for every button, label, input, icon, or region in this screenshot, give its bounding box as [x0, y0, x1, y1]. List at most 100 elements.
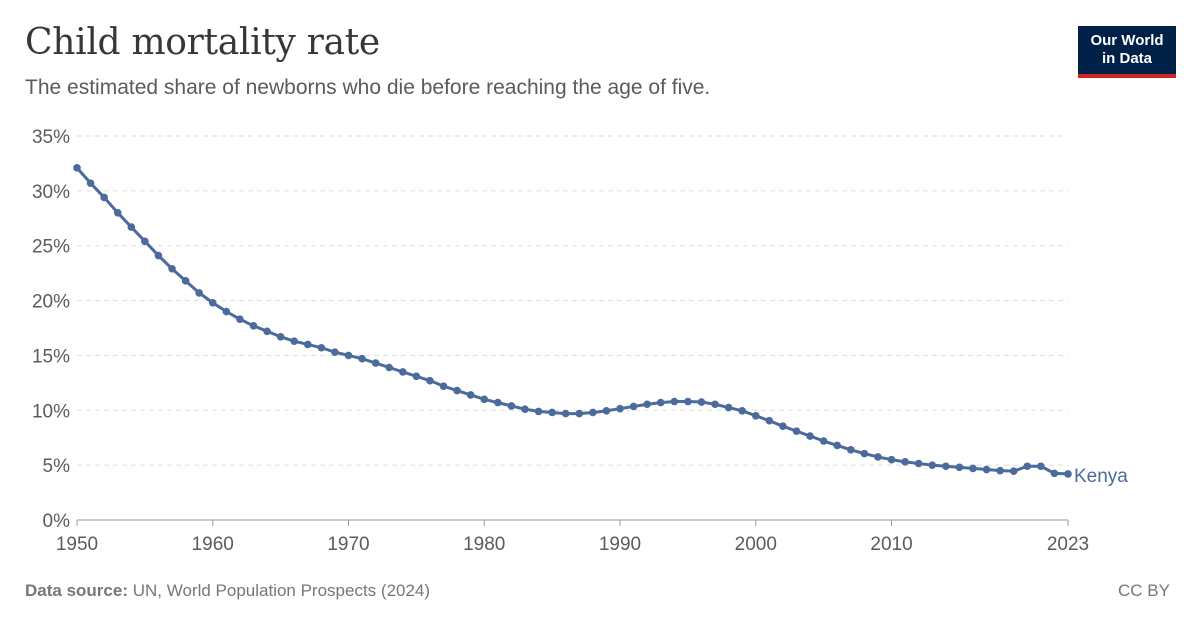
data-point[interactable] — [589, 408, 597, 417]
data-point[interactable] — [738, 407, 746, 415]
data-point[interactable] — [303, 340, 312, 349]
x-tick-label: 1970 — [327, 534, 369, 555]
data-point[interactable] — [181, 277, 190, 285]
data-point[interactable] — [236, 315, 244, 324]
y-tick-label: 10% — [32, 401, 70, 422]
x-axis-tick-labels: 1950 1960 1970 1980 1990 2000 2010 2023 — [56, 534, 1089, 555]
x-tick-label: 2010 — [870, 534, 912, 555]
data-point[interactable] — [358, 354, 366, 363]
data-point[interactable] — [195, 289, 203, 297]
data-point[interactable] — [385, 363, 394, 372]
data-point[interactable] — [711, 400, 719, 409]
data-point[interactable] — [1064, 470, 1072, 478]
data-point[interactable] — [670, 397, 679, 406]
data-point[interactable] — [656, 398, 665, 407]
data-point[interactable] — [127, 223, 136, 231]
data-point[interactable] — [575, 409, 584, 418]
data-point[interactable] — [73, 164, 81, 172]
data-point[interactable] — [426, 376, 434, 385]
y-tick-label: 5% — [43, 456, 71, 477]
data-point[interactable] — [765, 416, 774, 425]
data-point[interactable] — [942, 462, 950, 471]
data-point[interactable] — [290, 337, 299, 345]
data-point[interactable] — [331, 348, 339, 356]
data-point[interactable] — [466, 391, 475, 399]
x-tick-label: 2023 — [1047, 534, 1089, 555]
data-point[interactable] — [792, 427, 801, 435]
data-point[interactable] — [833, 441, 842, 450]
data-point[interactable] — [806, 432, 814, 440]
data-point[interactable] — [955, 463, 964, 472]
data-point[interactable] — [969, 464, 977, 473]
data-point[interactable] — [1009, 467, 1018, 475]
data-point[interactable] — [643, 400, 651, 409]
data-point[interactable] — [100, 193, 108, 202]
x-tick-label: 2000 — [735, 534, 777, 555]
data-point[interactable] — [819, 437, 828, 445]
data-point[interactable] — [222, 307, 231, 316]
data-point[interactable] — [1023, 462, 1032, 471]
y-tick-label: 0% — [43, 511, 71, 532]
data-point[interactable] — [317, 343, 326, 352]
data-point[interactable] — [1050, 469, 1059, 478]
data-point[interactable] — [548, 408, 556, 417]
data-point[interactable] — [208, 298, 217, 307]
data-point[interactable] — [453, 386, 461, 395]
data-point[interactable] — [629, 402, 638, 411]
y-axis-tick-labels: 0% 5% 10% 15% 20% 25% 30% 35% — [32, 127, 70, 532]
data-point[interactable] — [887, 455, 896, 464]
x-axis — [76, 519, 1069, 526]
data-point[interactable] — [168, 264, 176, 273]
logo-line-2: in Data — [1101, 50, 1152, 67]
data-point[interactable] — [874, 453, 882, 461]
license-link[interactable]: CC BY — [1118, 581, 1170, 600]
data-point[interactable] — [141, 237, 149, 246]
data-point[interactable] — [928, 461, 937, 469]
data-point[interactable] — [602, 407, 611, 415]
y-tick-label: 15% — [32, 346, 70, 367]
data-point[interactable] — [399, 368, 407, 376]
x-tick-label: 1990 — [599, 534, 641, 555]
data-point[interactable] — [751, 411, 760, 420]
data-point[interactable] — [86, 179, 95, 187]
data-point[interactable] — [846, 445, 855, 454]
owid-logo[interactable]: Our World in Data — [1078, 26, 1176, 78]
data-point[interactable] — [684, 397, 692, 406]
data-point[interactable] — [412, 372, 421, 381]
grid-lines — [77, 135, 1068, 466]
data-point[interactable] — [263, 327, 271, 336]
data-point[interactable] — [860, 449, 869, 458]
data-point[interactable] — [982, 465, 991, 474]
data-point[interactable] — [914, 459, 923, 468]
data-point[interactable] — [249, 322, 258, 330]
data-point[interactable] — [507, 402, 516, 410]
data-point[interactable] — [276, 332, 285, 341]
chart-title: Child mortality rate — [25, 22, 380, 63]
data-point[interactable] — [439, 382, 448, 390]
data-point[interactable] — [616, 404, 624, 413]
data-point[interactable] — [344, 351, 353, 360]
y-tick-label: 25% — [32, 237, 70, 258]
data-source: Data source: UN, World Population Prospe… — [25, 581, 430, 601]
x-tick-label: 1950 — [56, 534, 98, 555]
data-point[interactable] — [534, 407, 543, 416]
x-tick-label: 1960 — [192, 534, 234, 555]
data-point[interactable] — [561, 409, 570, 418]
data-point[interactable] — [494, 398, 502, 407]
data-point[interactable] — [901, 458, 909, 466]
series-line-kenya[interactable] — [75, 166, 1070, 476]
data-point[interactable] — [521, 405, 529, 413]
data-point[interactable] — [480, 395, 489, 404]
data-point[interactable] — [724, 403, 733, 412]
data-point[interactable] — [1037, 462, 1045, 471]
data-point[interactable] — [996, 466, 1004, 475]
series-label-kenya[interactable]: Kenya — [1074, 466, 1128, 487]
chart-subtitle: The estimated share of newborns who die … — [25, 76, 711, 99]
data-point[interactable] — [154, 251, 163, 260]
logo-line-1: Our World — [1090, 32, 1164, 49]
data-point[interactable] — [113, 209, 122, 217]
data-point[interactable] — [697, 398, 706, 406]
data-point[interactable] — [779, 422, 787, 430]
data-point[interactable] — [371, 359, 380, 367]
